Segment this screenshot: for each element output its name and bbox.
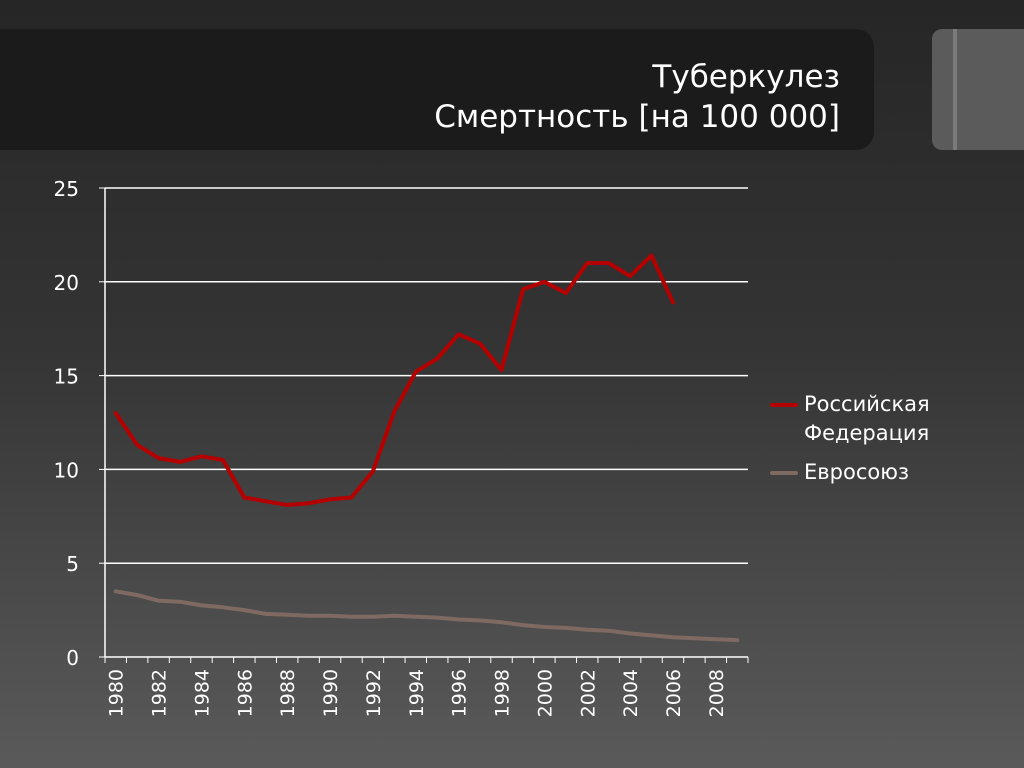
legend-label-eu: Евросоюз (804, 460, 910, 484)
x-tick-label-2002: 2002 (577, 669, 599, 717)
x-tick-label-2000: 2000 (534, 669, 556, 717)
x-tick-label-1984: 1984 (191, 669, 213, 717)
x-tick-label-1986: 1986 (234, 669, 256, 717)
legend-item-eu: Евросоюз (770, 458, 1024, 487)
x-tick-label-1998: 1998 (492, 669, 514, 717)
y-tick-label-0: 0 (66, 646, 79, 670)
legend-label-russia: Российская Федерация (804, 392, 930, 445)
side-tab-decoration (932, 29, 1024, 150)
slide-title: Туберкулез Смертность [на 100 000] (434, 57, 840, 137)
x-tick-label-1980: 1980 (106, 669, 128, 717)
x-tick-label-1994: 1994 (406, 669, 428, 717)
x-tick-label-2008: 2008 (706, 669, 728, 717)
y-tick-label-10: 10 (54, 458, 79, 482)
x-tick-label-2006: 2006 (663, 669, 685, 717)
slide-title-line1: Туберкулез (652, 59, 840, 95)
slide-title-line2: Смертность [на 100 000] (434, 99, 840, 135)
x-tick-label-1988: 1988 (277, 669, 299, 717)
legend-swatch-russia (770, 403, 798, 407)
legend-swatch-eu (770, 471, 798, 475)
x-tick-label-1990: 1990 (320, 669, 342, 717)
x-tick-label-1996: 1996 (449, 669, 471, 717)
title-banner: Туберкулез Смертность [на 100 000] (0, 29, 874, 150)
y-tick-label-5: 5 (66, 552, 79, 576)
y-tick-label-15: 15 (54, 365, 79, 389)
series-line-eu (113, 589, 740, 643)
y-tick-label-20: 20 (54, 271, 79, 295)
chart-legend: Российская Федерация Евросоюз (770, 390, 1024, 497)
x-tick-label-1982: 1982 (149, 669, 171, 717)
x-tick-label-2004: 2004 (620, 669, 642, 717)
legend-item-russia: Российская Федерация (770, 390, 1024, 448)
y-tick-label-25: 25 (54, 177, 79, 201)
side-tab-stripe (953, 29, 957, 150)
series-line-russia (113, 253, 675, 507)
x-tick-label-1992: 1992 (363, 669, 385, 717)
